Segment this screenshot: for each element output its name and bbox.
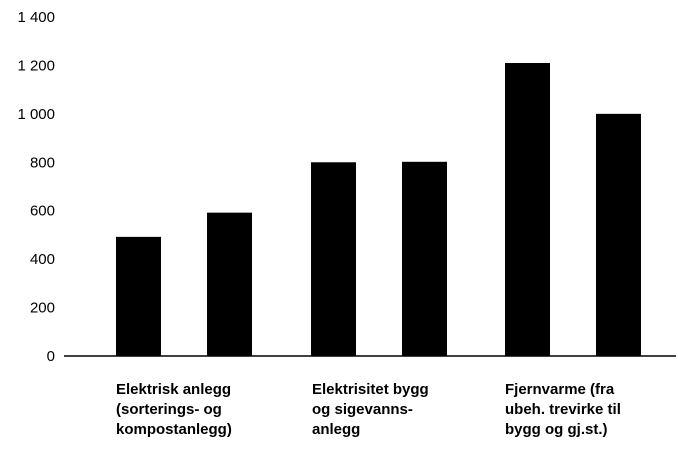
bar	[207, 212, 252, 356]
bars	[116, 63, 641, 356]
category-label-line: (sorterings- og	[116, 401, 222, 418]
category-labels: Elektrisk anlegg (sorterings- og kompostan…	[116, 381, 621, 438]
bar	[116, 236, 161, 356]
category-label: Elektrisk anlegg (sorterings- og kompostan…	[116, 381, 232, 438]
bar	[311, 162, 356, 356]
category-label: Elektrisitet bygg og sigevanns-anlegg	[312, 381, 429, 438]
y-tick-label: 1 000	[17, 106, 55, 123]
category-label-line: Fjernvarme (fra	[505, 381, 615, 398]
category-label-line: og sigevanns-	[312, 401, 413, 418]
category-label-line: anlegg	[312, 421, 360, 438]
y-tick-label: 600	[30, 203, 55, 220]
y-tick-label: 1 400	[17, 9, 55, 26]
y-tick-label: 0	[47, 348, 55, 365]
category-label-line: bygg og gj.st.)	[505, 421, 608, 438]
category-label-line: ubeh. trevirke til	[505, 401, 621, 418]
category-label-line: Elektrisitet bygg	[312, 381, 429, 398]
y-axis-ticks: 0 200 400 600 800 1 000 1 200 1 400	[17, 9, 55, 365]
category-label-line: kompostanlegg)	[116, 421, 232, 438]
bar	[402, 161, 447, 356]
y-tick-label: 1 200	[17, 57, 55, 74]
bar	[505, 63, 550, 356]
category-label: Fjernvarme (fra ubeh. trevirke til bygg og…	[505, 381, 621, 438]
y-tick-label: 200	[30, 300, 55, 317]
bar	[596, 113, 641, 356]
y-tick-label: 400	[30, 251, 55, 268]
y-tick-label: 800	[30, 154, 55, 171]
category-label-line: Elektrisk anlegg	[116, 381, 231, 398]
